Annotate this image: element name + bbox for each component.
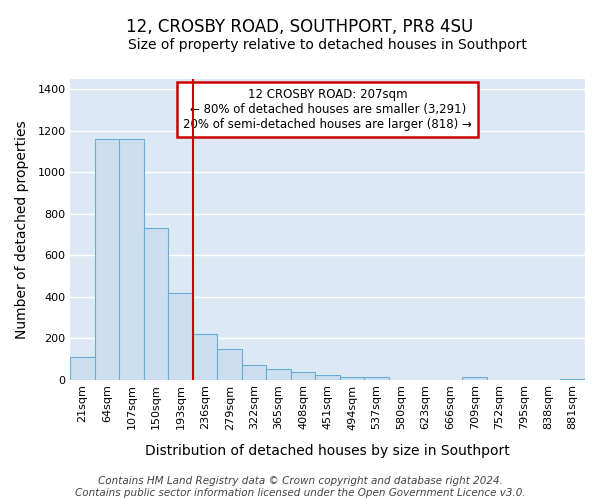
Bar xyxy=(217,349,242,380)
Bar xyxy=(70,358,95,380)
Title: Size of property relative to detached houses in Southport: Size of property relative to detached ho… xyxy=(128,38,527,52)
Bar xyxy=(144,228,169,380)
Bar xyxy=(169,292,193,380)
Bar xyxy=(242,364,266,380)
Bar xyxy=(463,377,487,380)
Y-axis label: Number of detached properties: Number of detached properties xyxy=(15,120,29,338)
Bar xyxy=(316,376,340,380)
Bar xyxy=(95,139,119,380)
Bar xyxy=(266,370,291,380)
Bar xyxy=(193,334,217,380)
Bar xyxy=(560,379,585,380)
Bar xyxy=(340,377,364,380)
Bar xyxy=(291,372,316,380)
Text: Contains HM Land Registry data © Crown copyright and database right 2024.
Contai: Contains HM Land Registry data © Crown c… xyxy=(74,476,526,498)
Bar xyxy=(364,377,389,380)
Bar xyxy=(119,139,144,380)
Text: 12, CROSBY ROAD, SOUTHPORT, PR8 4SU: 12, CROSBY ROAD, SOUTHPORT, PR8 4SU xyxy=(127,18,473,36)
X-axis label: Distribution of detached houses by size in Southport: Distribution of detached houses by size … xyxy=(145,444,510,458)
Text: 12 CROSBY ROAD: 207sqm
← 80% of detached houses are smaller (3,291)
20% of semi-: 12 CROSBY ROAD: 207sqm ← 80% of detached… xyxy=(183,88,472,131)
